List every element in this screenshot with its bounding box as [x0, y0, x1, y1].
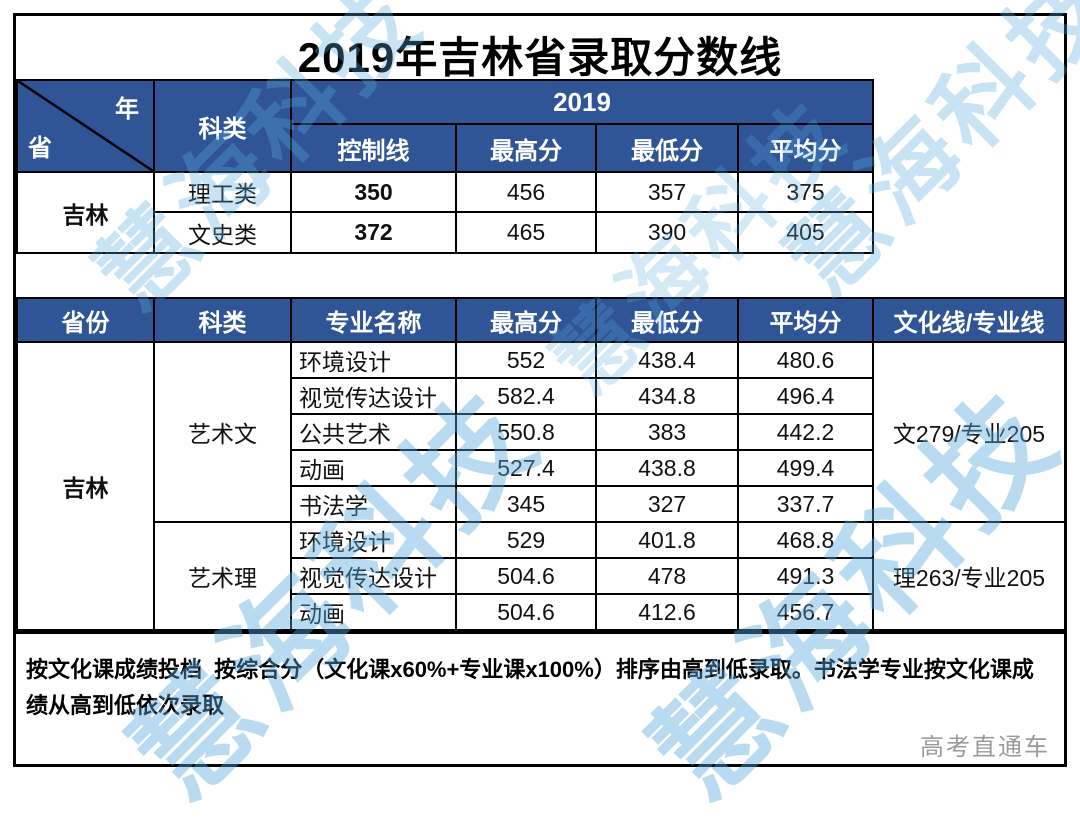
cell-control-line: 372 — [290, 211, 457, 254]
cell-category: 理工类 — [153, 171, 292, 213]
diagonal-line-icon — [18, 81, 153, 171]
cell-min: 434.8 — [595, 377, 739, 415]
table-row: 艺术理 环境设计 529 401.8 468.8 理263/专业205 — [17, 521, 1066, 631]
cell-major: 公共艺术 — [290, 413, 457, 451]
credit-text: 高考直通车 — [920, 734, 1050, 761]
cell-max: 529 — [455, 521, 597, 559]
cell-min: 383 — [595, 413, 739, 451]
cell-major: 动画 — [290, 449, 457, 487]
cell-min: 401.8 — [595, 521, 739, 559]
table-row: 吉林 艺术文 环境设计 552 438.4 480.6 文279/专业205 — [16, 341, 1066, 631]
cell-culture-line: 文279/专业205 — [872, 341, 1066, 523]
header-year: 2019 — [290, 79, 874, 125]
cell-major: 环境设计 — [290, 341, 457, 379]
table-row: 视觉传达设计 504.6 478 491.3 — [17, 557, 1065, 595]
summary-header-row-2: 控制线 最高分 最低分 平均分 — [17, 123, 874, 173]
cell-min: 357 — [595, 171, 739, 213]
header-category: 科类 — [153, 297, 292, 343]
header-max-score: 最高分 — [455, 123, 597, 173]
cell-category: 艺术理 — [153, 521, 292, 631]
cell-avg: 491.3 — [737, 557, 874, 595]
cell-major: 动画 — [290, 593, 457, 631]
cell-max: 456 — [455, 171, 597, 213]
cell-max: 550.8 — [455, 413, 597, 451]
corner-label-province: 省 — [28, 135, 52, 162]
cell-category: 文史类 — [153, 211, 292, 254]
cell-max: 552 — [455, 341, 597, 379]
cell-major: 视觉传达设计 — [290, 377, 457, 415]
table-row: 视觉传达设计 582.4 434.8 496.4 — [17, 377, 1065, 415]
cell-avg: 499.4 — [737, 449, 874, 487]
header-major-name: 专业名称 — [290, 297, 457, 343]
cell-category: 艺术文 — [153, 341, 292, 523]
table-row: 文史类 372 465 390 405 — [17, 211, 874, 254]
table-row: 公共艺术 550.8 383 442.2 — [17, 413, 1065, 451]
cell-min: 327 — [595, 485, 739, 523]
header-min-score: 最低分 — [595, 297, 739, 343]
corner-label-year: 年 — [115, 96, 139, 123]
cell-max: 345 — [455, 485, 597, 523]
footnote-text: 按文化课成绩投档 按综合分（文化课x60%+专业课x100%）排序由高到低录取。… — [26, 657, 1034, 718]
header-province: 省份 — [16, 297, 155, 343]
cell-min: 390 — [595, 211, 739, 254]
cell-min: 478 — [595, 557, 739, 595]
detail-header-row: 省份 科类 专业名称 最高分 最低分 平均分 文化线/专业线 — [16, 297, 1066, 343]
cell-major: 书法学 — [290, 485, 457, 523]
cell-avg: 496.4 — [737, 377, 874, 415]
detail-table: 省份 科类 专业名称 最高分 最低分 平均分 文化线/专业线 吉林 艺术文 环境… — [16, 297, 1066, 631]
header-culture-line: 文化线/专业线 — [872, 297, 1066, 343]
cell-avg: 456.7 — [737, 593, 874, 631]
header-avg-score: 平均分 — [737, 297, 874, 343]
cell-avg: 468.8 — [737, 521, 874, 559]
cell-max: 504.6 — [455, 593, 597, 631]
cell-min: 412.6 — [595, 593, 739, 631]
cell-major: 环境设计 — [290, 521, 457, 559]
cell-major: 视觉传达设计 — [290, 557, 457, 595]
cell-avg: 337.7 — [737, 485, 874, 523]
cell-province: 吉林 — [16, 341, 155, 631]
section-divider — [16, 629, 1064, 634]
cell-max: 582.4 — [455, 377, 597, 415]
header-category: 科类 — [153, 79, 292, 173]
page-title: 2019年吉林省录取分数线 — [297, 34, 783, 81]
cell-culture-line: 理263/专业205 — [872, 521, 1066, 631]
header-max-score: 最高分 — [455, 297, 597, 343]
summary-table: 年 省 科类 2019 控制线 最高分 最低分 平均分 吉林 理工类 350 4… — [16, 79, 874, 254]
table-row: 书法学 345 327 337.7 — [17, 485, 1065, 523]
table-row: 动画 527.4 438.8 499.4 — [17, 449, 1065, 487]
cell-max: 527.4 — [455, 449, 597, 487]
header-avg-score: 平均分 — [737, 123, 874, 173]
cell-max: 465 — [455, 211, 597, 254]
cell-avg: 480.6 — [737, 341, 874, 379]
cell-control-line: 350 — [290, 171, 457, 213]
header-control-line: 控制线 — [290, 123, 457, 173]
table-row: 吉林 理工类 350 456 357 375 — [16, 171, 874, 254]
cell-min: 438.8 — [595, 449, 739, 487]
corner-cell: 年 省 — [16, 79, 155, 173]
cell-province: 吉林 — [16, 171, 155, 254]
cell-max: 504.6 — [455, 557, 597, 595]
table-row: 动画 504.6 412.6 456.7 — [17, 593, 1065, 631]
summary-header-row-1: 年 省 科类 2019 — [16, 79, 874, 173]
cell-avg: 442.2 — [737, 413, 874, 451]
cell-min: 438.4 — [595, 341, 739, 379]
cell-avg: 405 — [737, 211, 874, 254]
cell-avg: 375 — [737, 171, 874, 213]
header-min-score: 最低分 — [595, 123, 739, 173]
